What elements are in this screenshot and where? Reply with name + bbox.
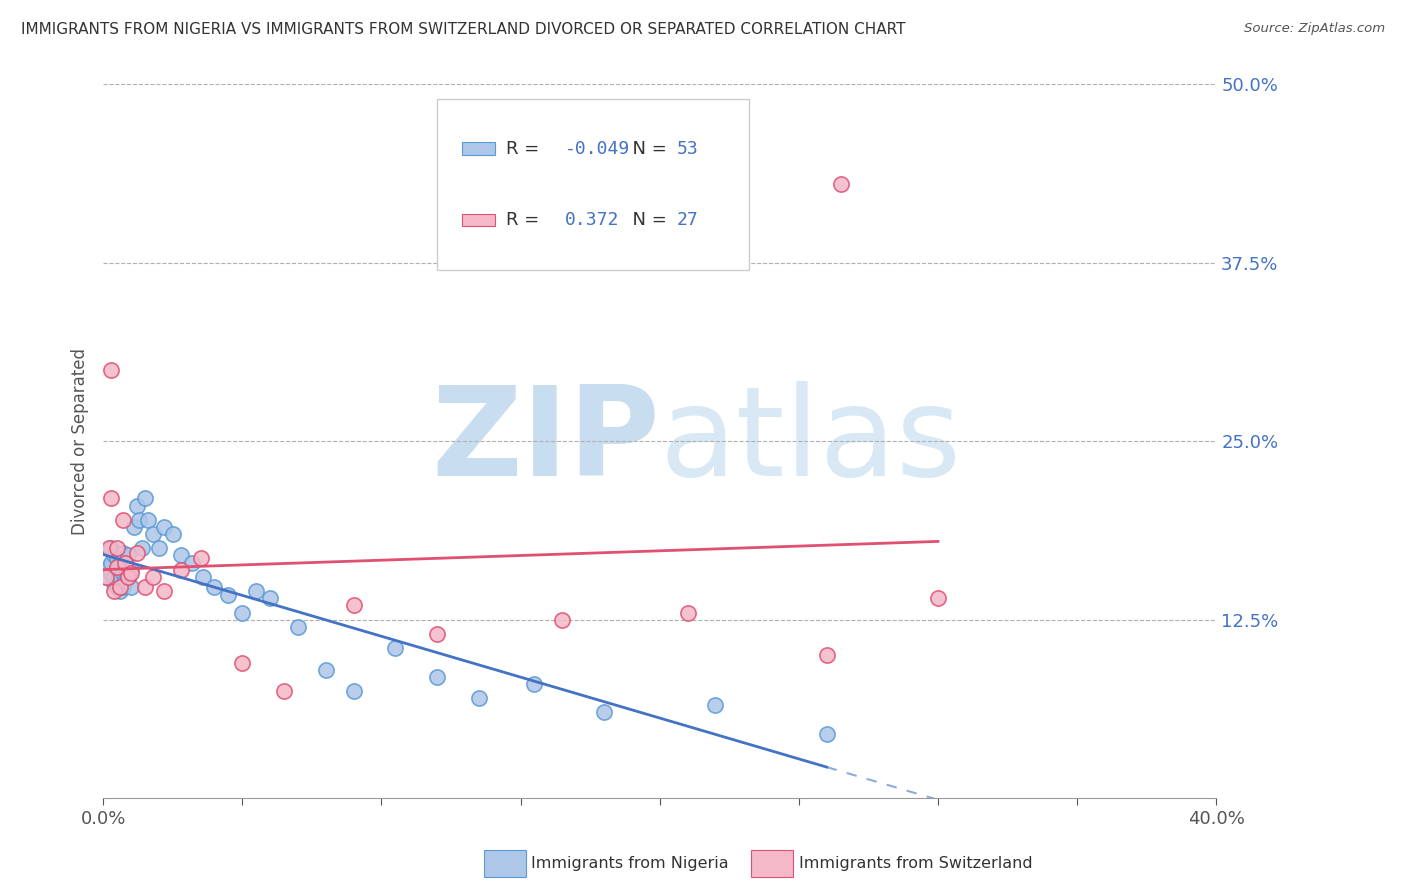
Point (105, 560, 128, 574)
Point (105, 563, 128, 577)
Text: R =: R = (506, 211, 546, 229)
Point (117, 549, 139, 563)
Point (94, 570, 117, 584)
Point (593, 706, 616, 720)
Point (100, 363, 122, 377)
Point (142, 527, 165, 541)
Text: 53: 53 (676, 140, 699, 158)
Point (111, 546, 134, 560)
Point (153, 584, 176, 599)
Point (342, 684, 364, 698)
Point (190, 551, 212, 566)
Point (105, 551, 128, 566)
Point (551, 613, 574, 627)
Point (103, 577, 125, 591)
Point (103, 549, 125, 563)
Point (117, 570, 139, 584)
Text: N =: N = (620, 140, 672, 158)
Point (100, 556, 122, 570)
Text: atlas: atlas (659, 381, 962, 502)
Point (315, 663, 337, 677)
Text: Immigrants from Switzerland: Immigrants from Switzerland (799, 856, 1032, 871)
Point (117, 570, 139, 584)
Point (148, 541, 170, 556)
Text: Immigrants from Nigeria: Immigrants from Nigeria (531, 856, 730, 871)
Point (384, 641, 406, 656)
Point (105, 574, 128, 589)
Text: R =: R = (506, 140, 546, 158)
Point (114, 556, 136, 570)
Point (704, 698, 727, 713)
Point (108, 556, 131, 570)
Y-axis label: Divorced or Separated: Divorced or Separated (72, 348, 89, 535)
Point (927, 591, 949, 606)
Point (162, 527, 184, 541)
Point (105, 541, 128, 556)
Point (97, 560, 120, 574)
Point (120, 580, 142, 594)
Point (125, 499, 148, 513)
Point (134, 580, 156, 594)
Text: Source: ZipAtlas.com: Source: ZipAtlas.com (1244, 22, 1385, 36)
Point (136, 513, 159, 527)
Point (131, 541, 153, 556)
Point (259, 591, 281, 606)
Point (128, 513, 150, 527)
Text: 0.372: 0.372 (565, 211, 620, 229)
Point (142, 570, 165, 584)
Point (100, 566, 122, 580)
Point (100, 541, 122, 556)
Point (120, 563, 142, 577)
Bar (461, 213, 495, 227)
Point (125, 546, 148, 560)
Text: N =: N = (620, 211, 672, 229)
Point (181, 556, 204, 570)
Point (97, 563, 120, 577)
Point (94, 570, 117, 584)
Point (193, 570, 215, 584)
Point (245, 584, 267, 599)
Text: 27: 27 (676, 211, 699, 229)
Point (108, 584, 131, 599)
Point (231, 606, 253, 620)
Text: -0.049: -0.049 (565, 140, 630, 158)
Point (97, 541, 120, 556)
Point (153, 520, 176, 534)
Point (100, 491, 122, 506)
Point (342, 599, 364, 613)
Point (170, 563, 193, 577)
Point (111, 513, 134, 527)
Point (204, 580, 226, 594)
FancyBboxPatch shape (437, 99, 749, 270)
Text: IMMIGRANTS FROM NIGERIA VS IMMIGRANTS FROM SWITZERLAND DIVORCED OR SEPARATED COR: IMMIGRANTS FROM NIGERIA VS IMMIGRANTS FR… (21, 22, 905, 37)
Point (108, 580, 131, 594)
Point (815, 648, 838, 663)
Bar (461, 142, 495, 155)
Point (287, 620, 309, 634)
Point (103, 570, 125, 584)
Text: ZIP: ZIP (432, 381, 659, 502)
Point (273, 684, 295, 698)
Point (114, 574, 136, 589)
Point (122, 520, 145, 534)
Point (830, 178, 852, 192)
Point (523, 677, 546, 691)
Point (134, 491, 156, 506)
Point (103, 584, 125, 599)
Point (108, 570, 131, 584)
Point (676, 606, 699, 620)
Point (231, 656, 253, 670)
Point (426, 670, 449, 684)
Point (170, 549, 193, 563)
Point (114, 560, 136, 574)
Point (111, 566, 134, 580)
Point (105, 580, 128, 594)
Point (111, 580, 134, 594)
Point (120, 566, 142, 580)
Point (426, 627, 449, 641)
Point (217, 589, 239, 603)
Point (468, 691, 491, 706)
Point (815, 727, 838, 741)
